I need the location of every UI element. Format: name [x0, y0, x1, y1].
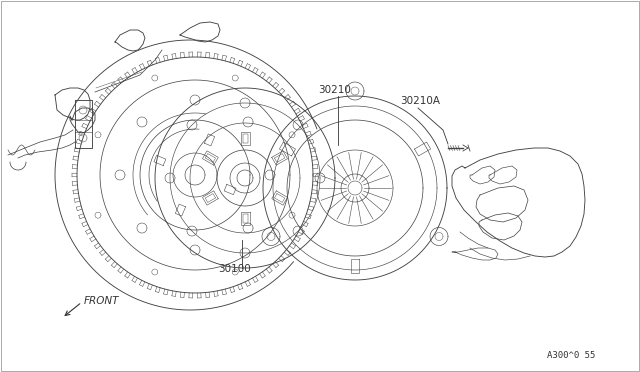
Text: 30210A: 30210A — [400, 96, 440, 106]
Text: 30210: 30210 — [318, 85, 351, 95]
Text: A300^0 55: A300^0 55 — [547, 351, 595, 360]
Text: FRONT: FRONT — [84, 296, 120, 306]
Text: 30100: 30100 — [218, 264, 251, 274]
